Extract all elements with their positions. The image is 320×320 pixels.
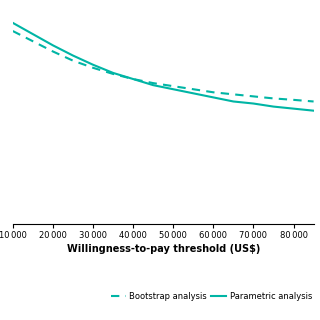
Legend: Bootstrap analysis, Parametric analysis: Bootstrap analysis, Parametric analysis — [108, 288, 316, 304]
X-axis label: Willingness-to-pay threshold (US$): Willingness-to-pay threshold (US$) — [67, 244, 260, 254]
